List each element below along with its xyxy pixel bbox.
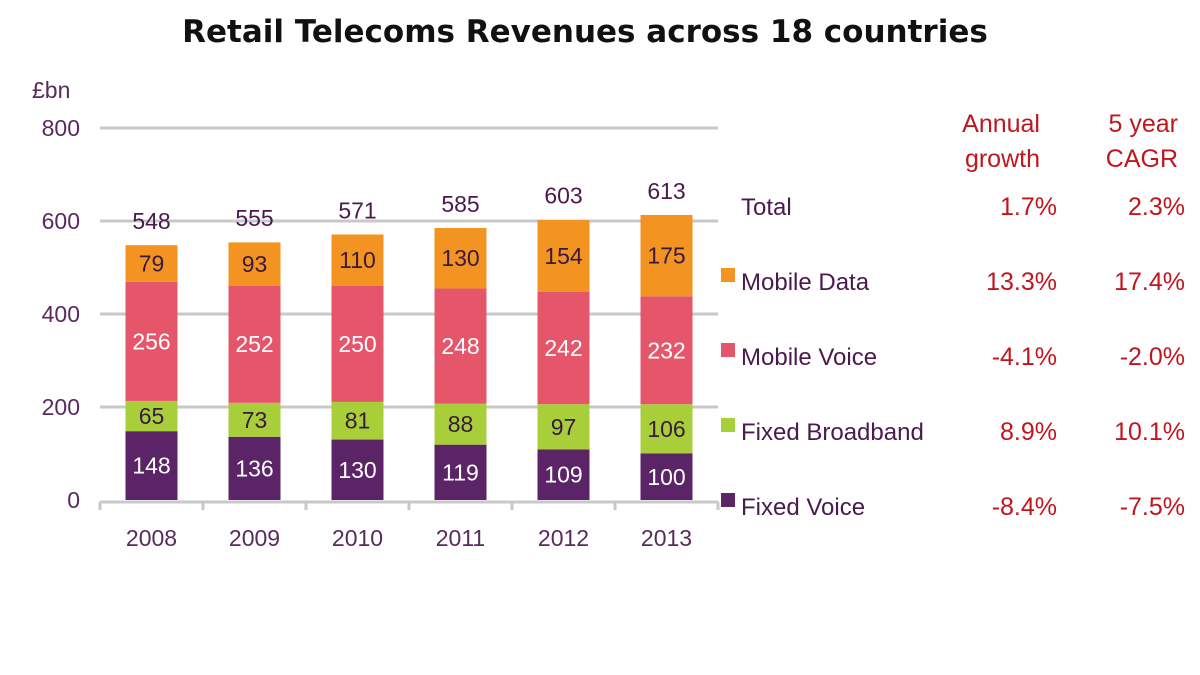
legend-swatch — [721, 493, 735, 507]
legend-label: Mobile Voice — [741, 344, 877, 371]
bar-fixed-broadband — [331, 401, 384, 440]
bar-fixed-broadband — [640, 404, 693, 454]
data-label: 88 — [448, 411, 474, 437]
data-label: 248 — [441, 333, 479, 359]
total-label: 585 — [441, 191, 479, 217]
data-label: 81 — [345, 408, 371, 434]
bar-fixed-broadband — [537, 404, 590, 450]
cagr-value: -7.5% — [1120, 493, 1185, 521]
legend-label: Total — [741, 194, 792, 221]
data-label: 242 — [544, 335, 582, 361]
data-label: 136 — [235, 455, 273, 481]
annual-growth-value: -4.1% — [992, 343, 1057, 371]
total-label: 548 — [132, 208, 170, 234]
legend-label: Fixed Voice — [741, 494, 865, 521]
data-label: 154 — [544, 243, 583, 269]
bar-mobile-voice — [228, 285, 281, 403]
total-label: 613 — [647, 178, 685, 204]
legend-swatch — [721, 343, 735, 357]
data-label: 110 — [339, 247, 376, 273]
annual-growth-value: 1.7% — [1000, 193, 1057, 221]
annual-growth-value: 13.3% — [986, 268, 1057, 296]
data-label: 256 — [132, 328, 170, 354]
table-header: 5 year — [1109, 110, 1178, 138]
cagr-value: -2.0% — [1120, 343, 1185, 371]
data-label: 65 — [139, 403, 165, 429]
x-tick-label: 2011 — [436, 525, 485, 551]
x-tick-label: 2008 — [126, 525, 177, 551]
x-tick-label: 2010 — [332, 525, 383, 551]
data-label: 119 — [442, 459, 479, 485]
bar-mobile-voice — [434, 288, 487, 404]
y-tick-label: 800 — [42, 115, 80, 141]
bar-mobile-voice — [537, 291, 590, 405]
data-label: 106 — [647, 416, 685, 442]
table-header: Annual — [962, 110, 1040, 138]
bar-mobile-data — [125, 245, 178, 282]
y-tick-label: 0 — [67, 487, 80, 513]
table-header: growth — [965, 145, 1040, 173]
data-label: 130 — [441, 245, 479, 271]
bar-mobile-voice — [125, 281, 178, 401]
bar-fixed-voice — [228, 436, 281, 500]
bar-fixed-broadband — [434, 403, 487, 445]
bar-mobile-voice — [640, 296, 693, 405]
table-header: CAGR — [1106, 145, 1178, 173]
data-label: 93 — [242, 251, 268, 277]
legend-label: Fixed Broadband — [741, 419, 924, 446]
x-tick-label: 2013 — [641, 525, 692, 551]
data-label: 232 — [647, 337, 685, 363]
bar-mobile-data — [434, 227, 487, 289]
data-label: 175 — [647, 243, 685, 269]
legend-label: Mobile Data — [741, 269, 870, 296]
bar-mobile-data — [537, 220, 590, 292]
bar-fixed-broadband — [125, 400, 178, 432]
data-label: 73 — [242, 407, 268, 433]
bar-mobile-data — [228, 242, 281, 286]
chart-title: Retail Telecoms Revenues across 18 count… — [182, 14, 988, 50]
total-label: 555 — [235, 205, 273, 231]
legend-swatch — [721, 418, 735, 432]
legend-swatch — [721, 268, 735, 282]
data-label: 100 — [647, 464, 685, 490]
bar-mobile-data — [331, 234, 384, 286]
bar-mobile-voice — [331, 285, 384, 402]
cagr-value: 17.4% — [1114, 268, 1185, 296]
data-label: 97 — [551, 414, 577, 440]
cagr-value: 10.1% — [1114, 418, 1185, 446]
bar-fixed-voice — [537, 449, 590, 500]
annual-growth-value: -8.4% — [992, 493, 1057, 521]
y-tick-label: 400 — [42, 301, 80, 327]
bar-fixed-voice — [125, 431, 178, 500]
data-label: 250 — [338, 331, 376, 357]
data-label: 130 — [338, 457, 376, 483]
data-label: 79 — [139, 251, 165, 277]
bar-fixed-voice — [331, 439, 384, 500]
bar-fixed-broadband — [228, 402, 281, 437]
data-label: 252 — [235, 331, 273, 357]
total-label: 571 — [338, 197, 376, 223]
data-label: 109 — [544, 462, 582, 488]
data-label: 148 — [132, 453, 170, 479]
bar-fixed-voice — [434, 444, 487, 500]
y-tick-label: 600 — [42, 208, 80, 234]
bar-fixed-voice — [640, 453, 693, 500]
y-tick-label: 200 — [42, 394, 80, 420]
annual-growth-value: 8.9% — [1000, 418, 1057, 446]
bar-mobile-data — [640, 214, 693, 297]
x-tick-label: 2009 — [229, 525, 280, 551]
x-tick-label: 2012 — [538, 525, 589, 551]
cagr-value: 2.3% — [1128, 193, 1185, 221]
y-axis-label: £bn — [32, 77, 70, 103]
total-label: 603 — [544, 183, 582, 209]
